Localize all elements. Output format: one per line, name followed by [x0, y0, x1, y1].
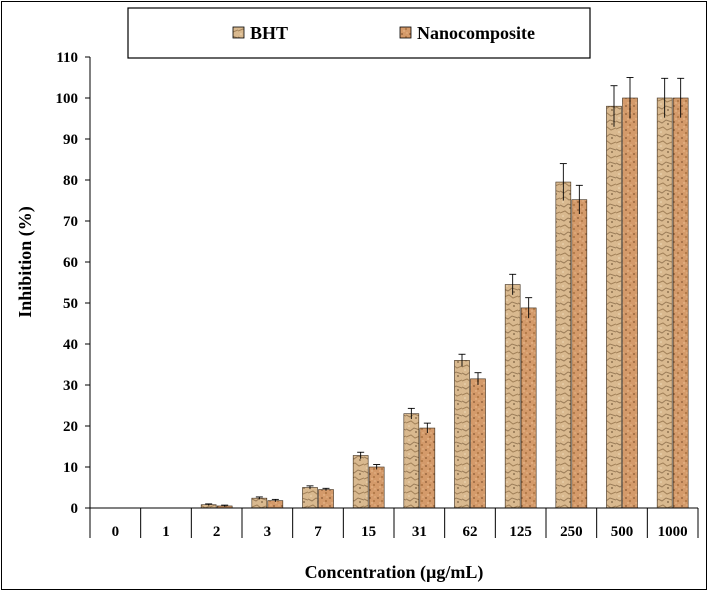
- y-tick-label: 10: [63, 460, 78, 476]
- y-tick-label: 30: [63, 378, 78, 394]
- x-axis-ticks: 0 1 2 3 7 15 31 62 125 250 500 1000: [89, 508, 699, 540]
- bar-nanocomposite-125: [520, 307, 537, 509]
- y-tick-label: 100: [56, 91, 79, 107]
- bar-nanocomposite-62: [470, 378, 486, 509]
- y-tick-label: 90: [63, 132, 78, 148]
- x-tick-label: 0: [112, 524, 120, 540]
- bar-bht-1000: [656, 97, 673, 509]
- y-axis-title: Inhibition (%): [15, 206, 36, 318]
- bar-bht-31: [403, 413, 420, 509]
- bar-bht-500: [606, 105, 622, 509]
- y-tick-label: 70: [63, 214, 78, 230]
- bar-nanocomposite-7: [318, 489, 334, 509]
- x-tick-label: 500: [611, 524, 634, 540]
- bar-nanocomposite-1000: [672, 97, 689, 509]
- bar-bht-15: [352, 455, 369, 509]
- legend-label-nanocomposite: Nanocomposite: [417, 23, 535, 43]
- legend-label-bht: BHT: [250, 23, 288, 43]
- x-tick-label: 1000: [658, 524, 688, 540]
- x-tick-label: 62: [463, 524, 478, 540]
- legend: BHT Nanocomposite: [127, 7, 591, 59]
- y-tick-label: 80: [63, 173, 78, 189]
- y-tick-label: 40: [63, 337, 78, 353]
- bar-nanocomposite-15: [368, 466, 385, 509]
- bar-bht-7: [302, 487, 318, 509]
- y-axis-ticks: 0 10 20 30 40 50 60 70 80 90 100 110: [56, 50, 90, 517]
- bar-bht-62: [454, 360, 470, 509]
- legend-swatch-bht: [232, 26, 245, 39]
- y-tick-label: 20: [63, 419, 78, 435]
- x-tick-label: 7: [314, 524, 322, 540]
- y-tick-label: 110: [56, 50, 78, 66]
- error-bars: [205, 77, 685, 507]
- bar-bht-250: [555, 181, 572, 509]
- bar-nanocomposite-250: [571, 199, 588, 509]
- x-tick-label: 15: [361, 524, 376, 540]
- bars: [200, 97, 689, 509]
- x-tick-label: 250: [560, 524, 583, 540]
- legend-swatch-nanocomposite: [399, 26, 412, 39]
- legend-box: [127, 7, 591, 59]
- x-tick-label: 31: [412, 524, 427, 540]
- x-tick-label: 2: [213, 524, 221, 540]
- x-tick-label: 3: [264, 524, 272, 540]
- bar-bht-125: [504, 284, 521, 509]
- y-tick-label: 0: [71, 501, 79, 517]
- bar-bht-3: [251, 497, 268, 509]
- x-tick-label: 1: [162, 524, 170, 540]
- y-tick-label: 50: [63, 296, 78, 312]
- x-tick-label: 125: [509, 524, 532, 540]
- bar-nanocomposite-500: [622, 97, 638, 509]
- y-tick-label: 60: [63, 255, 78, 271]
- x-axis-title: Concentration (µg/mL): [305, 562, 484, 583]
- bar-nanocomposite-31: [419, 427, 436, 509]
